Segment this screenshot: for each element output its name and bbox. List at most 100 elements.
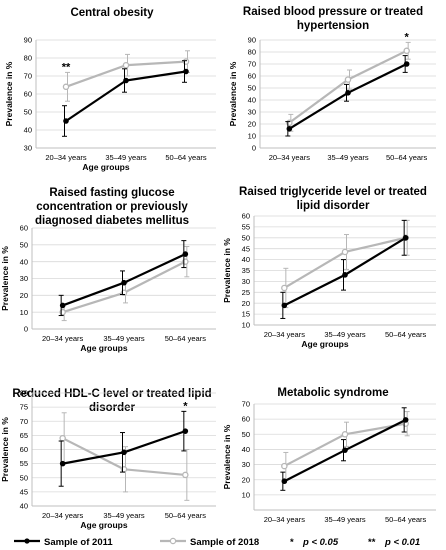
y-tick-label: 20 xyxy=(20,291,28,300)
y-tick-label: 50 xyxy=(24,108,32,117)
y-tick-label: 50 xyxy=(20,473,28,482)
data-point xyxy=(62,83,70,91)
x-tick-label: 20–34 years xyxy=(264,330,306,339)
data-point xyxy=(281,302,288,309)
y-tick-label: 50 xyxy=(242,233,250,242)
x-axis-title: Age groups xyxy=(82,162,129,172)
data-point xyxy=(59,302,66,309)
y-tick-label: 0 xyxy=(24,325,28,334)
x-tick-label: 35–49 years xyxy=(324,515,366,524)
data-point xyxy=(403,61,410,67)
chart-panel-2: Raised blood pressure or treated hyperten… xyxy=(228,6,436,162)
x-tick-label: 20–34 years xyxy=(42,511,84,520)
data-point xyxy=(281,462,288,470)
y-tick-label: 60 xyxy=(24,90,32,99)
series-2018 xyxy=(59,412,190,501)
y-tick-label: 20 xyxy=(242,299,250,308)
data-point xyxy=(182,251,189,257)
y-tick-label: 25 xyxy=(242,288,250,297)
chart-title: lipid disorder xyxy=(297,200,370,212)
x-tick-label: 20–34 years xyxy=(269,153,311,162)
x-tick-label: 50–64 years xyxy=(385,515,427,524)
data-point xyxy=(286,126,293,132)
data-point xyxy=(402,235,409,241)
data-point xyxy=(121,449,127,456)
chart-title: disorder xyxy=(89,402,136,414)
y-tick-label: 55 xyxy=(20,459,28,468)
y-tick-label: 70 xyxy=(24,72,32,81)
y-axis-title: Prevalence in % xyxy=(222,238,232,303)
y-tick-label: 90 xyxy=(24,36,32,45)
y-axis-title: Prevalence in % xyxy=(0,246,10,311)
y-tick-label: 80 xyxy=(20,389,28,398)
legend: Sample of 2011 Sample of 2018 * p < 0.05… xyxy=(14,537,420,548)
data-point xyxy=(342,272,348,278)
y-tick-label: 40 xyxy=(242,255,250,264)
y-tick-label: 0 xyxy=(252,144,256,153)
x-tick-label: 50–64 years xyxy=(385,330,427,339)
legend-label-2018: Sample of 2018 xyxy=(190,537,259,548)
x-tick-label: 35–49 years xyxy=(103,511,145,520)
y-tick-label: 30 xyxy=(248,108,256,117)
y-tick-label: 40 xyxy=(242,445,250,454)
x-tick-label: 50–64 years xyxy=(165,511,207,520)
y-tick-label: 80 xyxy=(24,54,32,63)
y-tick-label: 15 xyxy=(242,310,250,319)
series-2011 xyxy=(280,407,409,491)
series-2011 xyxy=(280,219,409,319)
y-tick-label: 40 xyxy=(248,96,256,105)
chart-panel-6: Metabolic syndrome 10 20 30 40 50 60 70 20–34 ye… xyxy=(222,387,436,524)
x-axis-title: Age groups xyxy=(301,339,348,349)
x-tick-label: 50–64 years xyxy=(165,153,207,162)
y-tick-label: 60 xyxy=(248,72,256,81)
chart-title: Metabolic syndrome xyxy=(277,387,388,399)
y-tick-label: 30 xyxy=(242,277,250,286)
y-tick-label: 50 xyxy=(248,84,256,93)
data-point xyxy=(123,77,129,84)
legend-sig-double-mark: ** xyxy=(368,537,376,548)
chart-title: Raised triglyceride level or treated xyxy=(239,186,427,198)
data-point xyxy=(403,47,410,55)
y-tick-label: 60 xyxy=(20,224,28,233)
chart-title: Central obesity xyxy=(70,7,154,19)
data-point xyxy=(281,284,288,292)
y-tick-label: 20 xyxy=(242,475,250,484)
data-point xyxy=(121,279,127,286)
significance-marker: * xyxy=(405,31,410,43)
x-tick-label: 50–64 years xyxy=(386,153,428,162)
chart-title: Raised blood pressure or treated xyxy=(243,6,423,18)
data-point xyxy=(345,90,351,96)
legend-marker-2018 xyxy=(169,537,177,545)
chart-panel-3: Raised fasting glucose concentration or p… xyxy=(0,187,216,353)
legend-label-2011: Sample of 2011 xyxy=(44,537,113,548)
series-line xyxy=(283,236,406,289)
x-axis-title: Age groups xyxy=(80,343,127,353)
data-point xyxy=(182,471,189,479)
data-point xyxy=(402,417,409,423)
y-tick-label: 60 xyxy=(242,212,250,221)
data-point xyxy=(344,76,352,83)
x-tick-label: 20–34 years xyxy=(264,515,306,524)
y-tick-label: 40 xyxy=(20,502,28,511)
y-tick-label: 70 xyxy=(248,60,256,69)
chart-panel-5: Reduced HDL-C level or treated lipid diso… xyxy=(0,388,216,530)
y-tick-label: 30 xyxy=(242,460,250,469)
y-tick-label: 10 xyxy=(242,490,250,499)
x-tick-label: 35–49 years xyxy=(103,334,145,343)
series-line xyxy=(283,236,407,307)
y-tick-label: 70 xyxy=(242,400,250,409)
data-point xyxy=(183,68,189,75)
data-point xyxy=(341,431,349,438)
y-tick-label: 60 xyxy=(242,415,250,424)
chart-title: diagnosed diabetes mellitus xyxy=(35,215,189,227)
data-point xyxy=(341,248,349,256)
significance-marker: * xyxy=(183,400,188,412)
y-axis-title: Prevalence in % xyxy=(228,61,238,126)
y-tick-label: 50 xyxy=(20,240,28,249)
chart-title: concentration or previously xyxy=(36,201,188,213)
y-tick-label: 10 xyxy=(20,308,28,317)
x-tick-label: 20–34 years xyxy=(42,334,84,343)
chart-panel-1: Central obesity 30 40 50 60 70 80 90 20–34 years… xyxy=(4,7,216,172)
data-point xyxy=(122,61,130,69)
series-2018 xyxy=(62,50,190,102)
